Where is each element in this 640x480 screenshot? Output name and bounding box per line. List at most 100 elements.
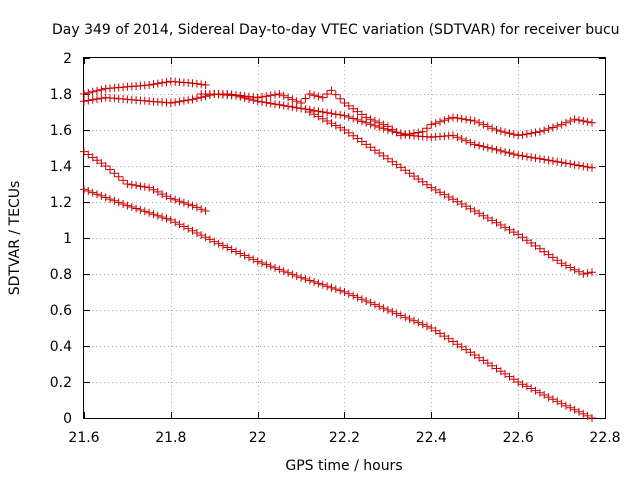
data-point xyxy=(540,155,549,164)
data-point xyxy=(106,165,114,174)
data-point xyxy=(375,302,384,311)
data-point xyxy=(396,163,405,172)
x-tick-label: 22 xyxy=(249,430,267,446)
data-point xyxy=(166,216,175,224)
data-point xyxy=(240,251,249,260)
data-point xyxy=(97,94,106,103)
data-point xyxy=(80,97,88,106)
data-point xyxy=(392,128,401,137)
data-point xyxy=(583,117,592,126)
data-point xyxy=(210,237,219,246)
data-point xyxy=(588,118,596,127)
data-point xyxy=(253,93,262,102)
data-point xyxy=(535,127,544,136)
data-point xyxy=(553,397,562,406)
data-point xyxy=(501,128,510,137)
data-point xyxy=(522,130,531,138)
data-point xyxy=(179,96,188,105)
data-point xyxy=(501,148,510,156)
data-point xyxy=(466,204,475,213)
data-point xyxy=(449,337,457,346)
data-point xyxy=(353,107,362,116)
data-point xyxy=(509,130,518,139)
data-point xyxy=(184,96,193,105)
data-point xyxy=(344,128,353,137)
data-point xyxy=(110,169,119,178)
data-point xyxy=(553,122,562,130)
x-tick-label: 22.6 xyxy=(503,430,534,446)
data-point xyxy=(436,329,444,338)
data-point xyxy=(388,125,397,134)
data-point xyxy=(327,119,336,128)
data-point xyxy=(423,322,431,331)
data-point xyxy=(158,213,167,222)
data-point xyxy=(331,110,340,119)
data-point xyxy=(245,253,253,262)
data-point xyxy=(401,313,410,322)
data-points xyxy=(80,77,596,422)
data-point xyxy=(132,181,141,190)
data-point xyxy=(158,78,167,87)
data-point xyxy=(192,94,201,103)
data-point xyxy=(540,391,549,399)
data-point xyxy=(114,198,123,207)
data-point xyxy=(175,97,184,106)
data-point xyxy=(570,265,579,274)
data-point xyxy=(284,268,293,277)
y-tick-label: 0.4 xyxy=(50,339,72,355)
data-point xyxy=(514,378,523,386)
data-point xyxy=(93,95,101,103)
data-point xyxy=(570,405,579,414)
x-tick-label: 22.2 xyxy=(329,430,360,446)
data-point xyxy=(266,91,275,100)
data-point xyxy=(93,156,101,165)
data-point xyxy=(379,304,388,313)
data-point xyxy=(353,134,362,143)
data-point xyxy=(357,110,366,119)
data-point xyxy=(462,202,471,211)
data-point xyxy=(392,309,401,318)
data-point xyxy=(314,92,323,101)
data-point xyxy=(201,233,210,242)
data-point xyxy=(418,127,427,136)
series-track-c xyxy=(197,86,596,140)
data-point xyxy=(93,86,101,95)
data-point xyxy=(97,159,106,168)
data-point xyxy=(84,187,93,195)
data-point xyxy=(88,153,97,162)
data-point xyxy=(93,190,101,199)
data-point xyxy=(492,145,501,154)
data-point xyxy=(323,282,332,291)
data-point xyxy=(501,369,510,378)
data-point xyxy=(505,372,514,381)
y-tick-label: 1.6 xyxy=(50,123,72,139)
data-point xyxy=(423,124,431,133)
data-point xyxy=(279,267,288,276)
data-point xyxy=(357,295,366,304)
data-point xyxy=(158,190,167,199)
data-point xyxy=(483,143,492,152)
data-point xyxy=(145,81,154,89)
data-point xyxy=(540,126,549,135)
data-point xyxy=(588,163,596,172)
data-point xyxy=(396,311,405,320)
data-point xyxy=(483,122,492,131)
x-axis-label: GPS time / hours xyxy=(285,458,402,474)
data-point xyxy=(249,255,258,264)
data-point xyxy=(488,361,497,370)
data-point xyxy=(449,195,457,204)
data-point xyxy=(366,115,375,124)
x-tick-label: 21.6 xyxy=(68,430,99,446)
data-point xyxy=(188,79,197,88)
data-point xyxy=(362,297,371,305)
data-point xyxy=(140,207,149,216)
data-point xyxy=(271,263,279,272)
data-point xyxy=(501,223,510,232)
data-point xyxy=(444,334,453,343)
data-point xyxy=(171,218,180,227)
data-point xyxy=(357,117,366,126)
data-point xyxy=(544,124,553,133)
data-point xyxy=(292,97,301,106)
data-point xyxy=(383,154,392,163)
data-point xyxy=(349,131,358,140)
